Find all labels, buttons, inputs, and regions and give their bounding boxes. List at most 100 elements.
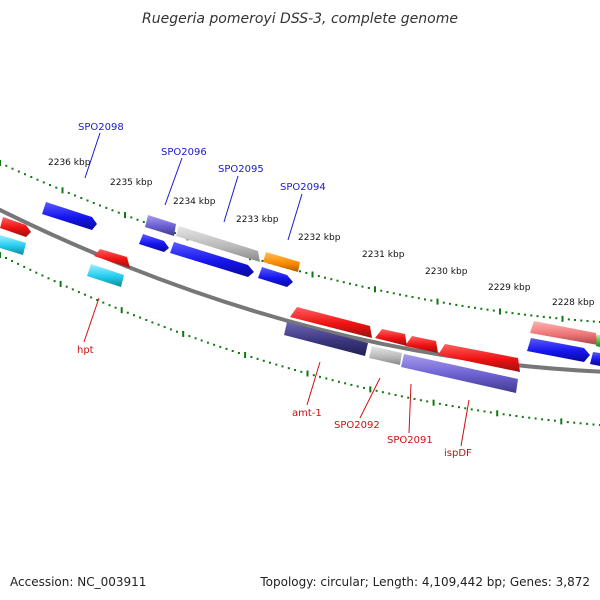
minor-tick-mark [458, 406, 460, 409]
minor-tick-mark [330, 278, 333, 281]
gene-arrow-red-far-left[interactable] [0, 217, 31, 237]
minor-tick-mark [528, 416, 531, 419]
map-title: Ruegeria pomeroyi DSS-3, complete genome [142, 11, 458, 27]
minor-tick-mark [49, 184, 51, 186]
gene-arrow-spo2091[interactable] [401, 354, 518, 393]
minor-tick-mark [130, 216, 133, 219]
major-tick-mark [311, 271, 314, 278]
kbp-label: 2229 kbp [488, 283, 531, 293]
minor-tick-mark [65, 285, 68, 288]
gene-arrow-blue-small[interactable] [139, 234, 169, 252]
minor-tick-mark [474, 306, 476, 309]
gene-arrow-hpt[interactable] [87, 264, 124, 287]
minor-tick-mark [299, 270, 301, 273]
minor-tick-mark [363, 386, 365, 389]
minor-tick-mark [74, 194, 76, 197]
minor-tick-mark [492, 309, 495, 312]
minor-tick-mark [206, 341, 209, 344]
minor-tick-mark [325, 377, 328, 380]
kbp-label: 2236 kbp [48, 158, 91, 168]
minor-tick-mark [430, 299, 433, 302]
minor-tick-mark [42, 181, 45, 184]
minor-tick-mark [426, 400, 429, 403]
major-tick-mark [0, 160, 1, 166]
minor-tick-mark [515, 415, 518, 417]
kbp-scale-labels: 2236 kbp 2235 kbp 2234 kbp 2233 kbp 2232… [48, 158, 595, 308]
gene-arrow-ispdf-top[interactable] [438, 344, 520, 372]
minor-tick-mark [502, 413, 505, 416]
minor-tick-mark [549, 316, 551, 319]
minor-tick-mark [331, 379, 334, 382]
gene-arrow-spo2095[interactable] [176, 226, 260, 262]
minor-tick-mark [442, 301, 445, 304]
minor-tick-mark [555, 317, 558, 320]
gene-label-spo2094[interactable]: SPO2094 [280, 182, 326, 193]
minor-tick-mark [319, 375, 321, 378]
gene-label-spo2092[interactable]: SPO2092 [334, 420, 380, 431]
minor-tick-mark [225, 347, 228, 350]
major-tick-mark [436, 298, 439, 305]
minor-tick-mark [5, 257, 7, 259]
gene-arrow-cyan-far-left[interactable] [0, 235, 26, 255]
major-tick-mark [61, 187, 64, 194]
minor-tick-mark [126, 311, 129, 314]
minor-tick-mark [287, 367, 290, 370]
minor-tick-mark [467, 305, 470, 308]
gene-arrow-spo2094[interactable] [263, 252, 300, 272]
minor-tick-mark [163, 326, 166, 329]
minor-tick-mark [169, 328, 172, 331]
leader-spo2091 [408, 383, 412, 434]
minor-tick-mark [411, 296, 414, 298]
kbp-label: 2233 kbp [236, 215, 279, 225]
minor-tick-mark [461, 304, 464, 307]
gene-arrow-spo2098[interactable] [42, 202, 97, 230]
genome-backbone-line [0, 207, 600, 374]
gene-arrow-red-left[interactable] [94, 249, 130, 268]
minor-tick-mark [275, 363, 278, 366]
gene-arrow-green-right[interactable] [596, 335, 600, 347]
minor-tick-mark [90, 296, 93, 299]
gene-arrow-spo2092[interactable] [369, 346, 402, 365]
kbp-label: 2235 kbp [110, 178, 153, 188]
gene-label-spo2091[interactable]: SPO2091 [387, 435, 433, 446]
minor-tick-mark [176, 330, 178, 333]
minor-tick-mark [35, 271, 38, 274]
minor-tick-mark [566, 421, 569, 424]
minor-tick-mark [579, 422, 582, 425]
gene-arrow-red-amt[interactable] [290, 307, 372, 338]
minor-tick-mark [480, 307, 483, 310]
gene-arrow-blue-long[interactable] [170, 242, 254, 277]
minor-tick-mark [344, 382, 347, 385]
minor-tick-mark [349, 282, 351, 285]
major-tick-mark [244, 352, 247, 358]
minor-tick-mark [542, 315, 545, 318]
gene-arrow-blue-mid[interactable] [258, 267, 293, 287]
gene-label-spo2095[interactable]: SPO2095 [218, 164, 264, 175]
minor-tick-mark [219, 345, 222, 348]
gene-arrow-amt-1[interactable] [284, 322, 368, 356]
minor-tick-mark [477, 409, 480, 412]
kbp-label: 2232 kbp [298, 233, 341, 243]
minor-tick-mark [281, 365, 284, 368]
minor-tick-mark [541, 418, 544, 421]
minor-tick-mark [400, 395, 403, 398]
gene-arrow-blue-edge[interactable] [590, 352, 600, 366]
gene-arrow-blue-right[interactable] [527, 338, 590, 362]
gene-label-hpt[interactable]: hpt [77, 345, 94, 356]
minor-tick-mark [521, 415, 524, 418]
minor-tick-mark [213, 343, 216, 346]
gene-label-spo2096[interactable]: SPO2096 [161, 147, 207, 158]
gene-arrow-pink-right[interactable] [530, 321, 598, 345]
accession-text: Accession: NC_003911 [10, 575, 146, 589]
gene-label-ispdf[interactable]: ispDF [444, 448, 472, 459]
gene-arrow-red-a[interactable] [375, 329, 407, 346]
minor-tick-mark [511, 312, 514, 315]
gene-label-amt-1[interactable]: amt-1 [292, 408, 322, 419]
gene-arrow-spo2096-top[interactable] [145, 215, 176, 236]
minor-tick-mark [71, 288, 74, 291]
gene-arrow-red-b[interactable] [405, 336, 438, 353]
major-tick-mark [124, 212, 126, 219]
minor-tick-mark [367, 287, 370, 289]
gene-label-spo2098[interactable]: SPO2098 [78, 122, 124, 133]
minor-tick-mark [399, 293, 401, 296]
